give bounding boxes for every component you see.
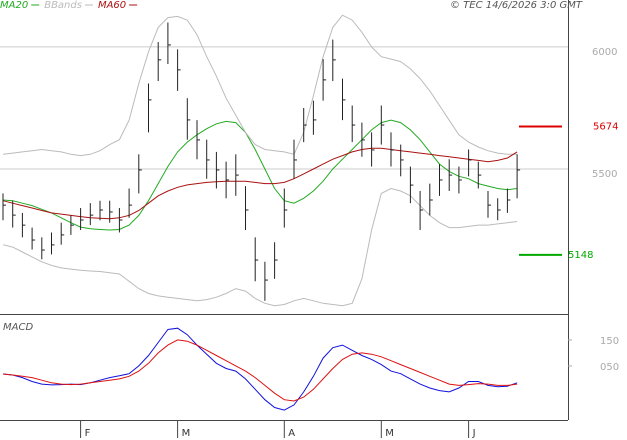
y-tick-label: 050	[600, 362, 619, 373]
y-tick-label: 5500	[592, 169, 617, 180]
y-tick-label: 150	[600, 336, 619, 347]
x-tick-label: A	[288, 428, 295, 439]
legend-label: MA60	[98, 0, 126, 11]
legend-label: BBands	[44, 0, 82, 11]
overlay-line	[2, 147, 518, 220]
x-tick-label: M	[182, 428, 191, 439]
band-upper	[2, 14, 518, 157]
macd-line	[2, 339, 518, 402]
legend-label: MA20	[0, 0, 28, 11]
macd-title: MACD	[3, 322, 33, 333]
overlay-line	[2, 119, 518, 231]
y-tick-label: 6000	[592, 47, 617, 58]
x-tick-label: J	[472, 428, 476, 439]
band-lower	[2, 187, 518, 307]
level-label: 5148	[568, 250, 593, 261]
level-label: 5674	[593, 122, 618, 133]
x-tick-label: M	[385, 428, 394, 439]
source: © TEC 14/6/2026 3:0 GMT	[450, 0, 583, 11]
x-tick-label: F	[85, 428, 91, 439]
